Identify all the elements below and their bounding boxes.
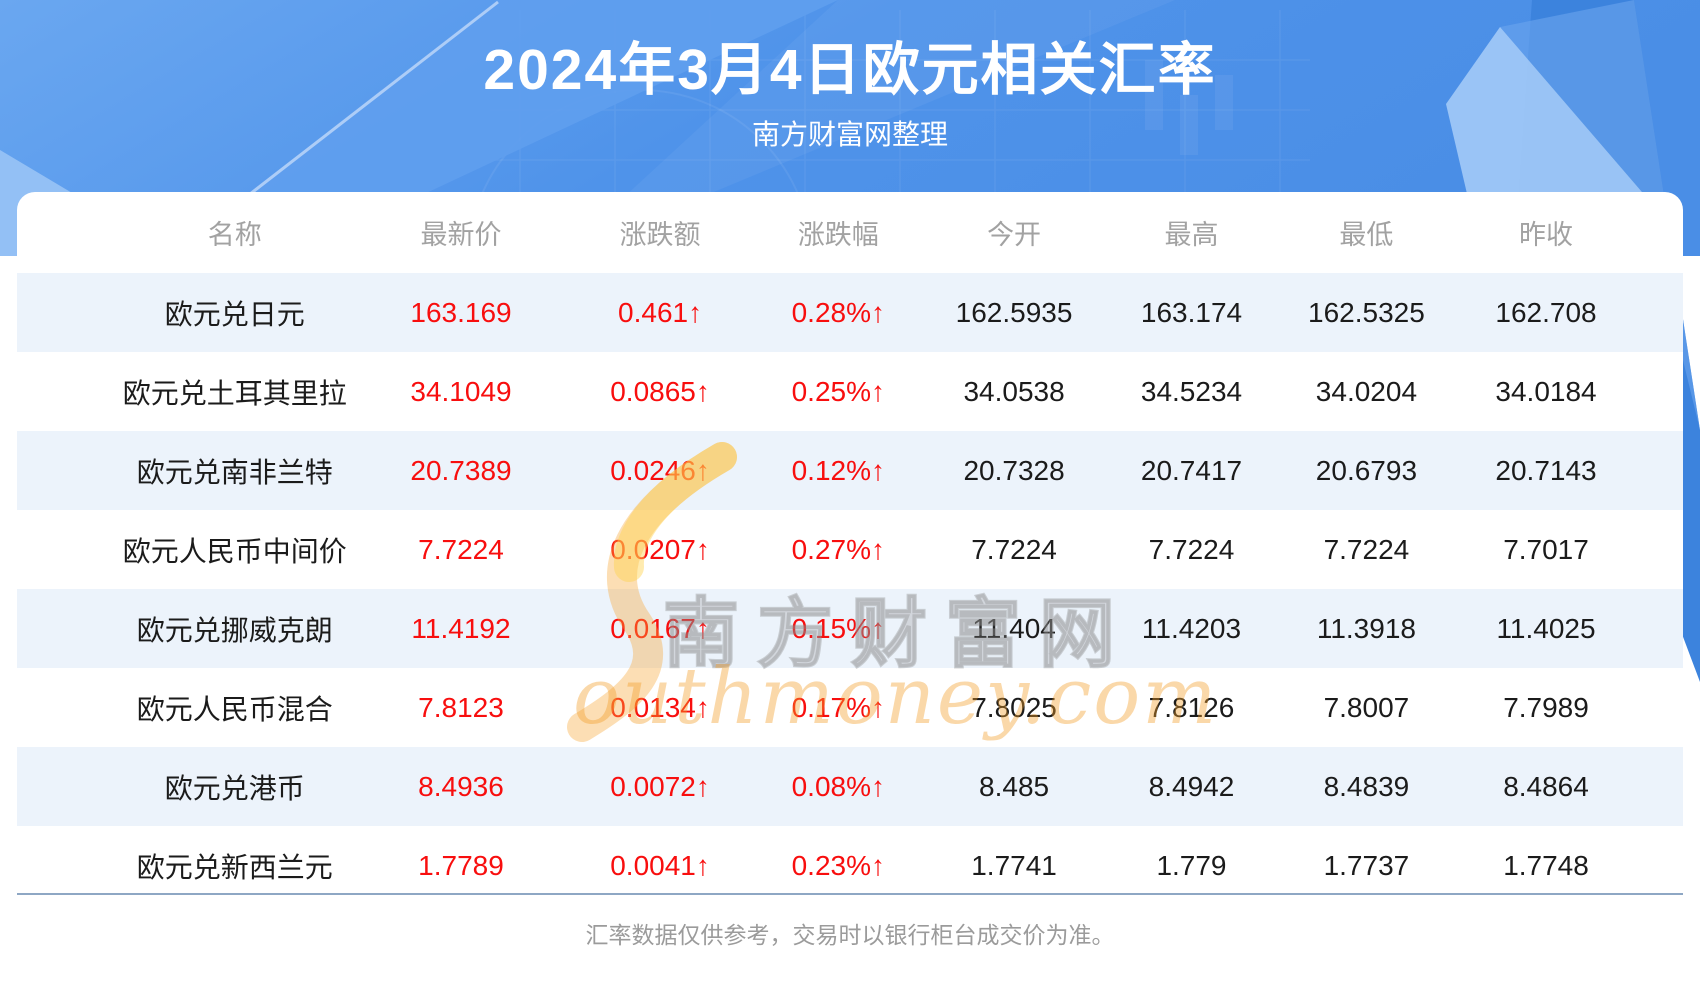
cell-prev-close: 162.708 (1495, 296, 1597, 328)
cell-change: 0.461↑ (618, 296, 703, 328)
cell-change-pct: 0.15%↑ (791, 612, 886, 644)
cell-open: 7.7224 (971, 533, 1057, 565)
cell-high: 7.8126 (1148, 691, 1235, 723)
cell-change: 0.0865↑ (610, 375, 710, 407)
table-row: 欧元兑日元 163.169 0.461↑ 0.28%↑ 162.5935 163… (17, 273, 1683, 352)
table-row: 欧元兑挪威克朗 11.4192 0.0167↑ 0.15%↑ 11.404 11… (17, 589, 1683, 668)
column-header-low: 最低 (1339, 220, 1394, 250)
cell-latest: 163.169 (410, 296, 512, 328)
cell-open: 11.404 (972, 612, 1056, 644)
cell-high: 1.779 (1156, 849, 1227, 881)
cell-change-pct: 0.12%↑ (791, 454, 886, 486)
cell-open: 162.5935 (955, 296, 1073, 328)
cell-prev-close: 11.4025 (1496, 612, 1596, 644)
candlestick-decoration (1145, 60, 1233, 155)
cell-latest: 20.7389 (410, 454, 512, 486)
table-row: 欧元兑南非兰特 20.7389 0.0246↑ 0.12%↑ 20.7328 2… (17, 431, 1683, 510)
cell-name: 欧元兑日元 (164, 298, 305, 330)
table-row: 欧元人民币混合 7.8123 0.0134↑ 0.17%↑ 7.8025 7.8… (17, 668, 1683, 747)
cell-high: 34.5234 (1140, 375, 1243, 407)
cell-change: 0.0134↑ (610, 691, 710, 723)
column-header-high: 最高 (1164, 220, 1219, 250)
disclaimer-note: 汇率数据仅供参考，交易时以银行柜台成交价为准。 (585, 922, 1115, 948)
cell-change-pct: 0.23%↑ (791, 849, 886, 881)
cell-change-pct: 0.25%↑ (791, 375, 886, 407)
cell-latest: 34.1049 (410, 375, 512, 407)
table-row: 欧元兑港币 8.4936 0.0072↑ 0.08%↑ 8.485 8.4942… (17, 747, 1683, 826)
header-row: 名称 最新价 涨跌额 涨跌幅 今开 最高 最低 昨收 (17, 192, 1683, 273)
cell-open: 20.7328 (963, 454, 1065, 486)
cell-latest: 1.7789 (418, 849, 504, 881)
cell-low: 7.8007 (1323, 691, 1410, 723)
cell-high: 7.7224 (1148, 533, 1235, 565)
cell-prev-close: 20.7143 (1495, 454, 1597, 486)
cell-low: 162.5325 (1308, 296, 1425, 328)
cell-prev-close: 7.7017 (1503, 533, 1589, 565)
cell-name: 欧元人民币中间价 (122, 535, 347, 567)
cell-high: 20.7417 (1140, 454, 1243, 486)
ribbon-right-mid (1500, 0, 1700, 430)
cell-latest: 7.8123 (418, 691, 504, 723)
cell-change-pct: 0.17%↑ (791, 691, 886, 723)
column-header-latest: 最新价 (420, 220, 502, 250)
page-title: 2024年3月4日欧元相关汇率 (483, 38, 1217, 102)
cell-latest: 11.4192 (411, 612, 511, 644)
table-row: 欧元兑新西兰元 1.7789 0.0041↑ 0.23%↑ 1.7741 1.7… (17, 826, 1683, 893)
cell-low: 8.4839 (1323, 770, 1410, 802)
cell-name: 欧元兑南非兰特 (136, 456, 333, 488)
cell-high: 8.4942 (1148, 770, 1235, 802)
cell-change: 0.0246↑ (610, 454, 710, 486)
cell-low: 11.3918 (1316, 612, 1416, 644)
cell-change-pct: 0.27%↑ (791, 533, 886, 565)
cell-prev-close: 8.4864 (1503, 770, 1589, 802)
cell-open: 8.485 (979, 770, 1050, 802)
table-row: 欧元人民币中间价 7.7224 0.0207↑ 0.27%↑ 7.7224 7.… (17, 510, 1683, 589)
cell-high: 11.4203 (1141, 612, 1242, 644)
cell-name: 欧元兑新西兰元 (136, 851, 333, 883)
cell-open: 1.7741 (971, 849, 1057, 881)
cell-prev-close: 7.7989 (1503, 691, 1589, 723)
table-row: 欧元兑土耳其里拉 34.1049 0.0865↑ 0.25%↑ 34.0538 … (17, 352, 1683, 431)
rates-table: 名称 最新价 涨跌额 涨跌幅 今开 最高 最低 昨收 欧元兑日元 163.169… (17, 192, 1683, 893)
page-subtitle: 南方财富网整理 (751, 119, 948, 150)
cell-name: 欧元兑土耳其里拉 (122, 377, 347, 409)
cell-low: 20.6793 (1315, 454, 1418, 486)
cell-low: 7.7224 (1323, 533, 1410, 565)
cell-latest: 8.4936 (418, 770, 504, 802)
cell-change: 0.0041↑ (610, 849, 710, 881)
cell-change: 0.0072↑ (610, 770, 710, 802)
column-header-name: 名称 (207, 220, 262, 250)
cell-change: 0.0167↑ (610, 612, 710, 644)
cell-name: 欧元人民币混合 (136, 693, 333, 725)
rates-card: 名称 最新价 涨跌额 涨跌幅 今开 最高 最低 昨收 欧元兑日元 163.169… (17, 192, 1683, 895)
column-header-prev-close: 昨收 (1519, 220, 1574, 250)
column-header-change: 涨跌额 (619, 220, 701, 250)
ribbon-right-bright-face (1446, 27, 1642, 242)
column-header-open: 今开 (987, 220, 1042, 250)
cell-low: 34.0204 (1315, 375, 1418, 407)
cell-name: 欧元兑挪威克朗 (136, 614, 333, 646)
cell-name: 欧元兑港币 (164, 772, 305, 804)
cell-prev-close: 1.7748 (1503, 849, 1589, 881)
table-header: 名称 最新价 涨跌额 涨跌幅 今开 最高 最低 昨收 (17, 192, 1683, 273)
column-header-change-pct: 涨跌幅 (797, 220, 879, 250)
cell-high: 163.174 (1140, 296, 1243, 328)
cell-prev-close: 34.0184 (1495, 375, 1597, 407)
cell-open: 7.8025 (971, 691, 1057, 723)
cell-low: 1.7737 (1323, 849, 1410, 881)
cell-change-pct: 0.28%↑ (791, 296, 886, 328)
cell-latest: 7.7224 (418, 533, 504, 565)
cell-change: 0.0207↑ (610, 533, 710, 565)
cell-change-pct: 0.08%↑ (791, 770, 886, 802)
cell-open: 34.0538 (963, 375, 1065, 407)
table-body: 欧元兑日元 163.169 0.461↑ 0.28%↑ 162.5935 163… (17, 273, 1683, 893)
